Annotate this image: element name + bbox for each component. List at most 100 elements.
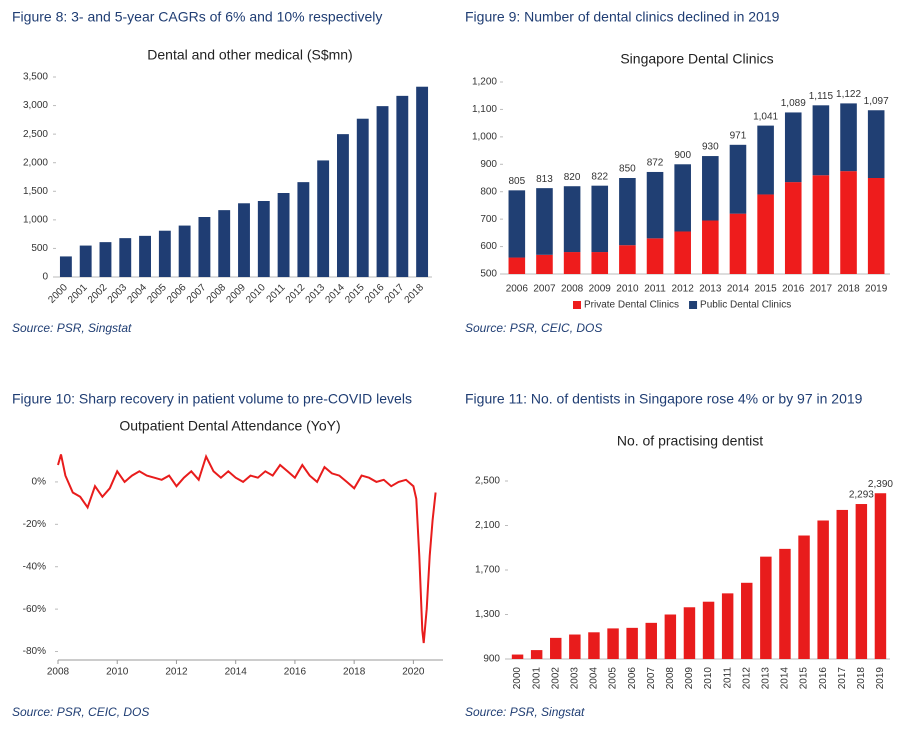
legend-swatch [573,301,581,309]
x-tick-label: 2009 [224,282,248,306]
chart-title: Singapore Dental Clinics [620,51,773,67]
y-tick-label: 3,500 [23,72,48,83]
bar-segment [812,175,830,274]
source-note: Source: PSR, Singstat [12,321,132,335]
total-label: 822 [591,171,608,182]
bar [855,504,868,659]
total-label: 1,115 [809,91,834,102]
bar-segment [702,220,719,274]
x-tick-label: 2016 [818,667,829,690]
bar-segment [674,231,691,274]
y-tick-label: 0 [42,272,48,283]
x-tick-label: 2014 [780,667,791,690]
x-tick-label: 2010 [106,667,129,678]
bar-segment [563,252,581,274]
bar-segment [757,194,774,274]
y-tick-label: -80% [23,646,46,657]
y-tick-label: 1,100 [472,104,497,115]
x-tick-label: 2006 [506,284,529,295]
value-label: 2,293 [849,490,874,501]
total-label: 1,089 [781,98,806,109]
bar [317,160,330,277]
bar-segment [591,185,609,253]
x-tick-label: 2015 [799,667,810,690]
bar-segment [536,188,553,255]
y-tick-label: 2,100 [475,520,500,531]
bar-segment [840,171,857,274]
bar-segment [674,164,691,232]
total-label: 930 [702,142,719,153]
total-label: 805 [508,176,525,187]
x-tick-label: 2013 [760,667,771,690]
bar-segment [729,144,747,214]
legend-swatch [689,301,698,309]
bar-segment [591,252,609,274]
x-tick-label: 2015 [343,282,367,306]
x-tick-label: 2012 [741,667,752,690]
x-tick-label: 2006 [165,282,189,306]
x-tick-label: 2003 [569,667,580,690]
x-tick-label: 2008 [205,282,229,306]
source-note: Source: PSR, CEIC, DOS [465,321,602,335]
x-tick-label: 2011 [722,667,733,689]
bar [569,634,581,659]
bar [198,217,211,277]
total-label: 1,122 [836,89,861,100]
total-label: 1,097 [864,96,889,107]
bar [779,548,791,659]
bar [607,628,619,659]
x-tick-label: 2008 [47,667,70,678]
total-label: 971 [730,130,747,141]
total-label: 1,041 [753,111,778,122]
total-label: 813 [536,174,553,185]
x-tick-label: 2016 [363,282,387,306]
bar [277,193,290,277]
bar-segment [619,245,636,274]
bar [396,95,409,277]
chart-title: Dental and other medical (S$mn) [147,47,352,63]
bar [645,622,657,659]
bar-segment [729,213,747,274]
bar [139,235,151,277]
bar [59,256,72,277]
bar-segment [508,257,526,274]
x-tick-label: 2020 [402,667,425,678]
x-tick-label: 2019 [875,667,886,690]
bar [376,106,389,278]
y-tick-label: 1,700 [475,565,500,576]
bar [511,654,524,659]
x-tick-label: 2019 [865,284,888,295]
x-tick-label: 2016 [782,284,805,295]
x-tick-label: 2007 [185,282,209,306]
bar [741,582,753,659]
x-tick-label: 2018 [403,282,427,306]
total-label: 900 [674,150,691,161]
x-tick-label: 2009 [589,284,612,295]
bar [817,520,829,659]
y-tick-label: 600 [480,241,497,252]
bar [356,118,369,277]
x-tick-label: 2018 [343,667,366,678]
bar [79,245,92,277]
bar-segment [563,186,581,253]
x-tick-label: 2005 [608,667,619,690]
line-series [57,453,437,644]
x-tick-label: 2012 [165,667,188,678]
source-note: Source: PSR, Singstat [465,705,585,719]
x-tick-label: 2011 [644,284,666,295]
x-tick-label: 2000 [512,667,523,690]
bar [626,627,638,659]
bar [874,493,887,659]
bar [760,556,772,659]
bar [798,535,810,659]
x-tick-label: 2013 [699,284,722,295]
bar [158,230,171,277]
bar [178,225,191,277]
x-tick-label: 2017 [837,667,848,690]
x-tick-label: 2008 [665,667,676,690]
y-tick-label: 900 [483,654,500,665]
bar-segment [702,156,719,221]
x-tick-label: 2017 [810,284,833,295]
bar-segment [508,190,526,258]
bar [550,637,562,659]
